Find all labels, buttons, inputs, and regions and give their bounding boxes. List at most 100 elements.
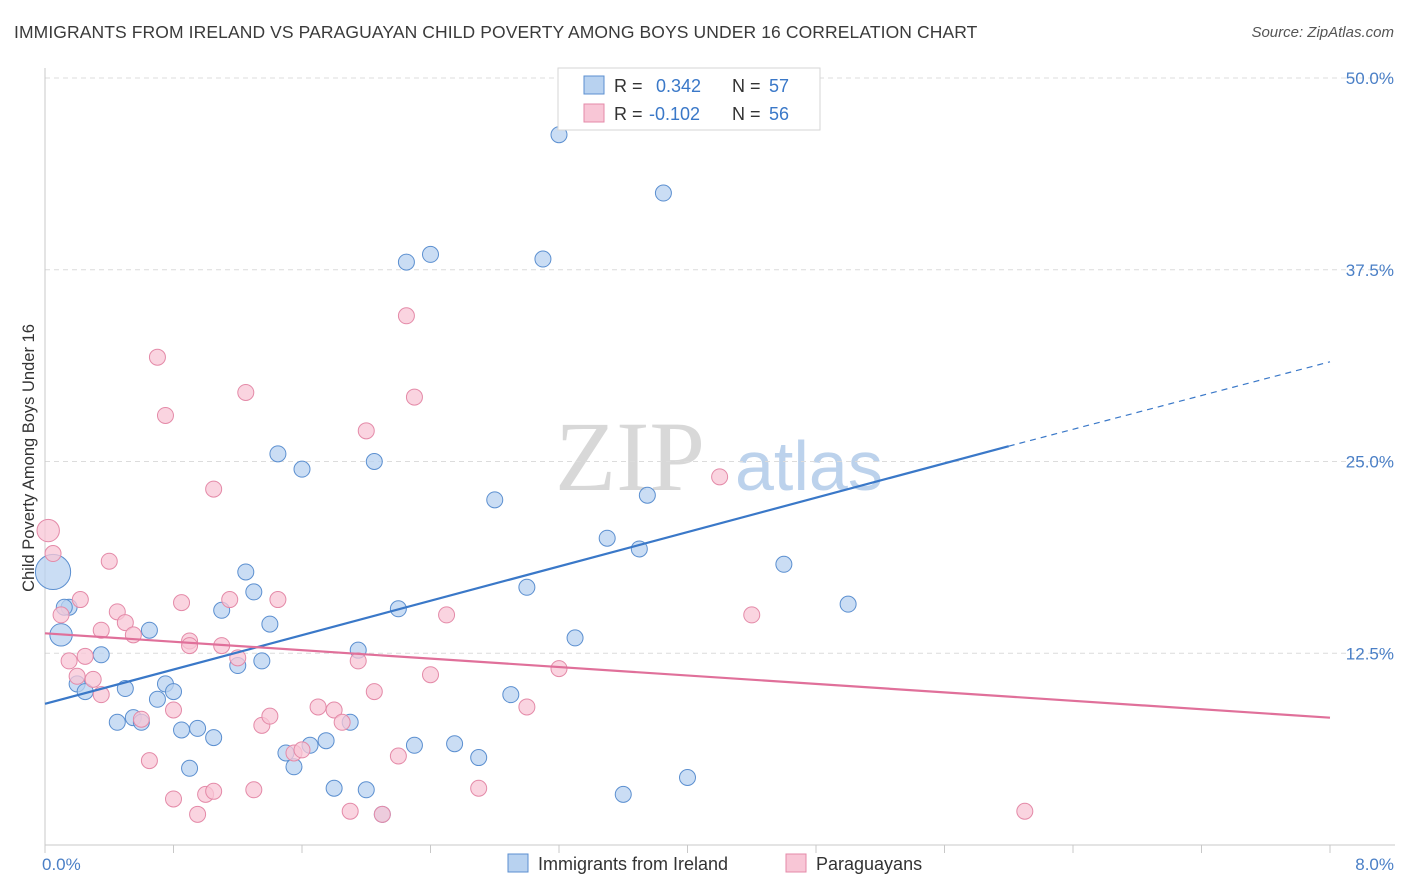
paraguayans-point-31 [293, 741, 311, 759]
bottom-legend: Immigrants from Ireland Paraguayans [507, 853, 922, 874]
ireland-point-37 [397, 253, 415, 271]
legend-r-value-ireland: 0.342 [656, 76, 701, 96]
paraguayans-point-3 [60, 652, 78, 670]
ireland-point-55 [839, 595, 857, 613]
paraguayans-point-26 [245, 781, 263, 799]
ireland-point-48 [598, 529, 616, 547]
paraguayans-point-39 [373, 805, 391, 823]
ireland-point-16 [189, 719, 207, 737]
bottom-legend-swatch-ireland [507, 853, 529, 873]
legend-swatch-ireland [583, 75, 605, 95]
paraguayans-point-25 [237, 383, 255, 401]
legend-n-value-ireland: 57 [769, 76, 789, 96]
ireland-point-40 [446, 735, 464, 753]
ireland-point-10 [140, 621, 158, 639]
paraguayans-point-37 [357, 422, 375, 440]
paraguayans-point-45 [470, 779, 488, 797]
paraguayans-point-2 [52, 606, 70, 624]
paraguayans-point-13 [140, 752, 158, 770]
ireland-point-47 [566, 629, 584, 647]
source-label: Source: ZipAtlas.com [1251, 24, 1394, 41]
paraguayans-point-34 [333, 713, 351, 731]
paraguayans-point-50 [1016, 802, 1034, 820]
y-tick-label-3: 50.0% [1346, 69, 1394, 88]
bottom-legend-label-paraguayans: Paraguayans [816, 854, 922, 874]
paraguayans-point-38 [365, 683, 383, 701]
ireland-point-24 [269, 445, 287, 463]
ireland-point-30 [325, 779, 343, 797]
ireland-point-7 [108, 713, 126, 731]
paraguayans-point-8 [100, 552, 118, 570]
legend-swatch-paraguayans [583, 103, 605, 123]
paraguayans-point-46 [518, 698, 536, 716]
paraguayans-point-23 [221, 591, 239, 609]
series-paraguayans-points [36, 307, 1034, 823]
paraguayans-point-10 [116, 614, 134, 632]
legend-r-label-paraguayans: R = [614, 104, 643, 124]
ireland-point-46 [534, 250, 552, 268]
tick-labels: 12.5% 25.0% 37.5% 50.0% 0.0% 8.0% [42, 69, 1394, 874]
ireland-point-27 [293, 460, 311, 478]
ireland-point-51 [638, 486, 656, 504]
ireland-point-42 [486, 491, 504, 509]
paraguayans-point-43 [422, 666, 439, 684]
ireland-point-49 [614, 785, 632, 803]
ireland-point-29 [317, 732, 335, 750]
ireland-point-21 [245, 583, 263, 601]
bottom-legend-label-ireland: Immigrants from Ireland [538, 854, 728, 874]
y-axis-label: Child Poverty Among Boys Under 16 [20, 324, 38, 592]
watermark-atlas: atlas [735, 427, 883, 505]
ireland-point-13 [165, 683, 182, 701]
paraguayans-point-35 [341, 802, 359, 820]
paraguayans-point-47 [550, 660, 568, 678]
legend: R = 0.342 N = 57 R = -0.102 N = 56 [557, 67, 821, 131]
paraguayans-point-53 [165, 790, 182, 808]
ireland-point-23 [261, 615, 279, 633]
paraguayans-point-41 [397, 307, 415, 325]
legend-n-value-paraguayans: 56 [769, 104, 789, 124]
trend-line-paraguayans [44, 632, 1331, 719]
ireland-point-39 [422, 245, 439, 263]
legend-n-label-ireland: N = [732, 76, 761, 96]
paraguayans-point-1 [44, 545, 62, 563]
ireland-point-34 [365, 453, 383, 470]
ireland-point-53 [679, 769, 696, 787]
paraguayans-point-54 [205, 782, 223, 800]
ireland-point-33 [357, 781, 375, 799]
ireland-point-22 [253, 652, 271, 670]
paraguayans-point-48 [711, 468, 729, 486]
y-tick-label-0: 12.5% [1346, 644, 1394, 663]
paraguayans-point-33 [325, 701, 343, 719]
ireland-point-54 [775, 555, 793, 573]
paraguayans-point-42 [405, 388, 423, 406]
paraguayans-point-5 [76, 647, 94, 665]
paraguayans-point-44 [438, 606, 456, 624]
paraguayans-point-21 [205, 480, 223, 498]
ireland-point-44 [518, 578, 536, 596]
watermark-zip: ZIP [555, 401, 705, 512]
paraguayans-point-4 [68, 667, 86, 685]
axes [44, 68, 1395, 853]
ireland-point-15 [181, 759, 199, 777]
paraguayans-point-40 [389, 747, 407, 765]
paraguayans-point-29 [269, 591, 287, 609]
ireland-point-20 [237, 563, 255, 581]
paraguayans-point-14 [148, 348, 166, 366]
legend-n-label-paraguayans: N = [732, 104, 761, 124]
legend-r-label-ireland: R = [614, 76, 643, 96]
y-tick-label-2: 37.5% [1346, 261, 1394, 280]
paraguayans-point-32 [309, 698, 327, 716]
ireland-point-3 [92, 646, 110, 664]
ireland-point-41 [470, 749, 488, 767]
paraguayans-point-17 [173, 594, 191, 612]
paraguayans-point-55 [181, 637, 199, 655]
paraguayans-point-6 [84, 670, 102, 688]
paraguayans-point-52 [92, 621, 110, 639]
ireland-point-17 [205, 729, 223, 747]
x-tick-label-0: 0.0% [42, 855, 81, 874]
x-tick-label-1: 8.0% [1355, 855, 1394, 874]
trend-line-ireland-extension [1008, 361, 1331, 447]
legend-r-value-paraguayans: -0.102 [649, 104, 700, 124]
series-ireland-points [34, 126, 857, 823]
